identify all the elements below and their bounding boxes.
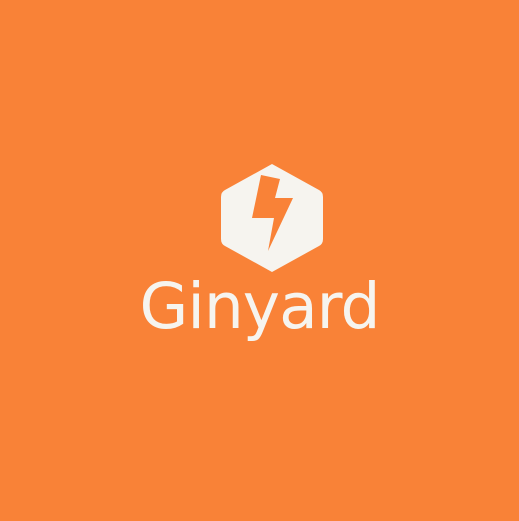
brand-wordmark: Ginyard xyxy=(139,270,381,343)
hexagon-lightning-bolt-icon xyxy=(221,164,323,272)
